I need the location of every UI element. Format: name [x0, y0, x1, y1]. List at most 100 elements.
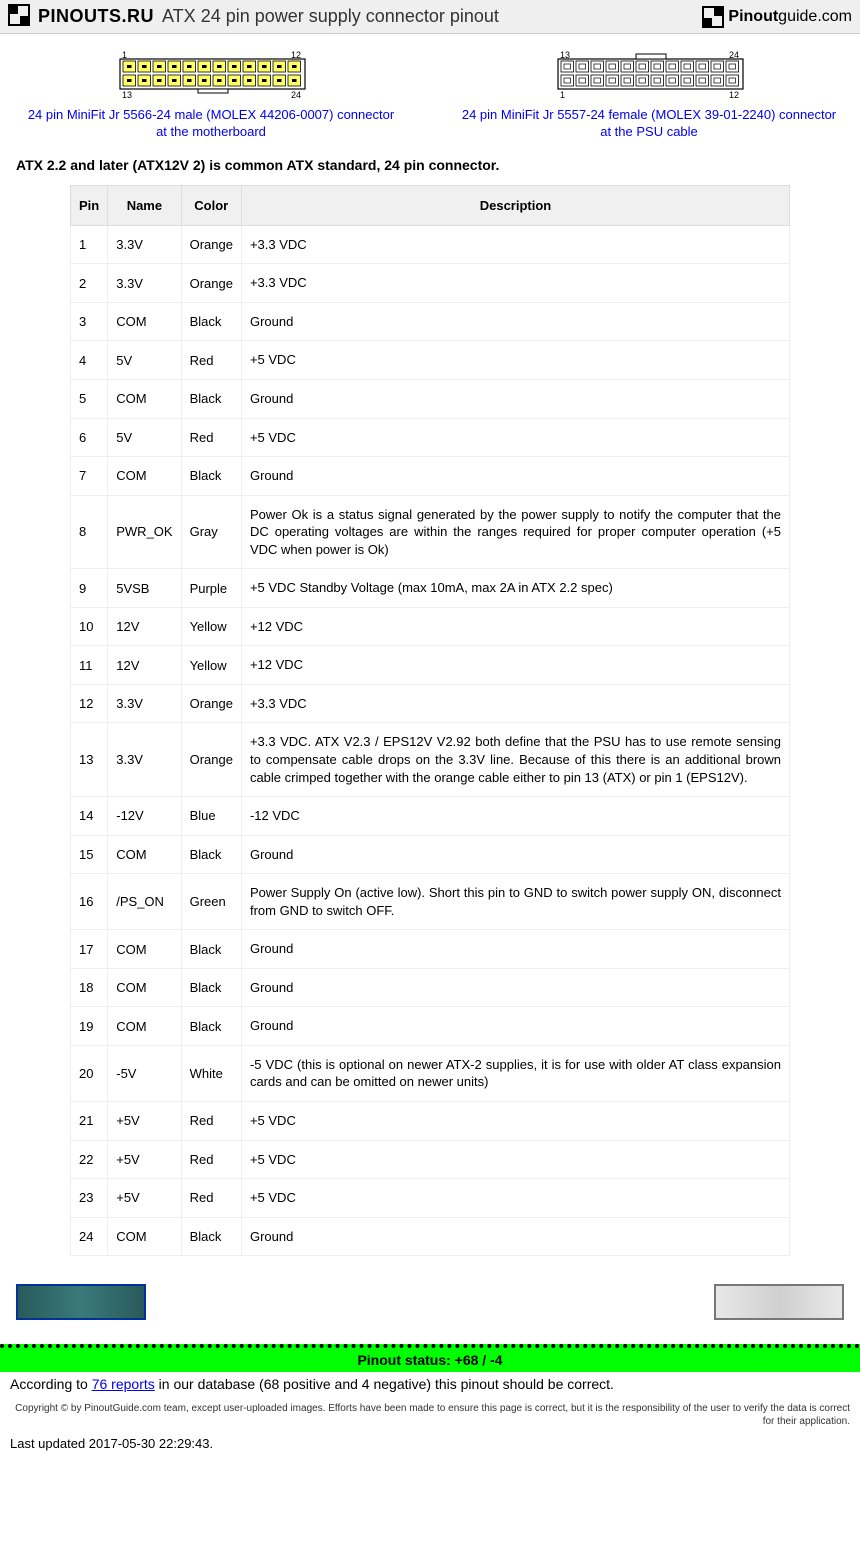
svg-text:1: 1 [560, 90, 565, 100]
cell-name: COM [108, 457, 181, 496]
svg-text:24: 24 [729, 50, 739, 60]
cell-name: 3.3V [108, 225, 181, 264]
table-row: 13.3VOrange+3.3 VDC [71, 225, 790, 264]
cell-name: COM [108, 302, 181, 341]
cell-pin: 17 [71, 930, 108, 969]
cell-pin: 21 [71, 1102, 108, 1141]
last-updated: Last updated 2017-05-30 22:29:43. [0, 1434, 860, 1457]
th-pin: Pin [71, 185, 108, 225]
cell-desc: Ground [241, 968, 789, 1007]
cell-name: COM [108, 968, 181, 1007]
cell-desc: Power Ok is a status signal generated by… [241, 495, 789, 569]
cell-name: 12V [108, 607, 181, 646]
cell-desc: +3.3 VDC [241, 684, 789, 723]
connector-male-link[interactable]: 24 pin MiniFit Jr 5566-24 male (MOLEX 44… [12, 107, 410, 141]
cell-desc: Ground [241, 379, 789, 418]
cell-name: COM [108, 930, 181, 969]
cell-pin: 9 [71, 569, 108, 608]
cell-pin: 6 [71, 418, 108, 457]
cell-color: Blue [181, 797, 241, 836]
cell-desc: +5 VDC [241, 1102, 789, 1141]
cell-name: 5VSB [108, 569, 181, 608]
cell-pin: 11 [71, 646, 108, 685]
copyright: Copyright © by PinoutGuide.com team, exc… [0, 1396, 860, 1434]
table-row: 16/PS_ONGreenPower Supply On (active low… [71, 874, 790, 930]
cell-name: COM [108, 835, 181, 874]
cell-pin: 4 [71, 341, 108, 380]
cell-color: Yellow [181, 646, 241, 685]
cell-desc: Ground [241, 835, 789, 874]
cell-pin: 10 [71, 607, 108, 646]
cell-name: /PS_ON [108, 874, 181, 930]
table-row: 21+5VRed+5 VDC [71, 1102, 790, 1141]
svg-text:12: 12 [729, 90, 739, 100]
cell-color: Gray [181, 495, 241, 569]
page-title: ATX 24 pin power supply connector pinout [162, 6, 499, 27]
connector-female: 1324112 24 pin MiniFit Jr 5557-24 female… [450, 50, 848, 141]
guide-brand: Pinoutguide.com [728, 8, 852, 26]
table-row: 20-5VWhite-5 VDC (this is optional on ne… [71, 1045, 790, 1101]
page-header: PINOUTS.RU ATX 24 pin power supply conne… [0, 0, 860, 34]
connector-male: 1121324 24 pin MiniFit Jr 5566-24 male (… [12, 50, 410, 141]
th-color: Color [181, 185, 241, 225]
photo-row [0, 1272, 860, 1344]
th-name: Name [108, 185, 181, 225]
table-row: 65VRed+5 VDC [71, 418, 790, 457]
connector-male-svg: 1121324 [12, 50, 410, 103]
reports-link[interactable]: 76 reports [92, 1376, 155, 1392]
cell-color: Yellow [181, 607, 241, 646]
cell-desc: Ground [241, 302, 789, 341]
cell-color: Black [181, 379, 241, 418]
cell-name: +5V [108, 1179, 181, 1218]
cell-color: Purple [181, 569, 241, 608]
pinout-table: Pin Name Color Description 13.3VOrange+3… [70, 185, 790, 1256]
cell-desc: +5 VDC [241, 418, 789, 457]
cell-name: 5V [108, 341, 181, 380]
cell-desc: Ground [241, 1007, 789, 1046]
site-logo-icon [8, 4, 30, 29]
table-row: 23.3VOrange+3.3 VDC [71, 264, 790, 303]
cell-color: Black [181, 930, 241, 969]
table-row: 14-12VBlue-12 VDC [71, 797, 790, 836]
cell-pin: 18 [71, 968, 108, 1007]
cell-pin: 19 [71, 1007, 108, 1046]
th-desc: Description [241, 185, 789, 225]
photo-left [16, 1284, 146, 1320]
cell-pin: 7 [71, 457, 108, 496]
table-row: 8PWR_OKGrayPower Ok is a status signal g… [71, 495, 790, 569]
cell-name: 3.3V [108, 684, 181, 723]
cell-pin: 1 [71, 225, 108, 264]
cell-pin: 16 [71, 874, 108, 930]
cell-pin: 20 [71, 1045, 108, 1101]
table-row: 7COMBlackGround [71, 457, 790, 496]
table-row: 1112VYellow+12 VDC [71, 646, 790, 685]
cell-color: Orange [181, 264, 241, 303]
cell-pin: 12 [71, 684, 108, 723]
cell-name: -12V [108, 797, 181, 836]
cell-color: Green [181, 874, 241, 930]
guide-logo[interactable]: Pinoutguide.com [702, 6, 852, 28]
table-row: 15COMBlackGround [71, 835, 790, 874]
cell-color: Red [181, 418, 241, 457]
table-row: 17COMBlackGround [71, 930, 790, 969]
cell-color: Orange [181, 684, 241, 723]
table-row: 24COMBlackGround [71, 1217, 790, 1256]
cell-name: -5V [108, 1045, 181, 1101]
cell-desc: +5 VDC Standby Voltage (max 10mA, max 2A… [241, 569, 789, 608]
status-text: According to 76 reports in our database … [0, 1372, 860, 1396]
connector-female-svg: 1324112 [450, 50, 848, 103]
site-logo-text[interactable]: PINOUTS.RU [38, 6, 154, 27]
cell-pin: 23 [71, 1179, 108, 1218]
header-left: PINOUTS.RU ATX 24 pin power supply conne… [8, 4, 499, 29]
cell-desc: +5 VDC [241, 341, 789, 380]
cell-pin: 8 [71, 495, 108, 569]
table-row: 95VSBPurple+5 VDC Standby Voltage (max 1… [71, 569, 790, 608]
connector-female-link[interactable]: 24 pin MiniFit Jr 5557-24 female (MOLEX … [450, 107, 848, 141]
cell-desc: Ground [241, 457, 789, 496]
cell-pin: 15 [71, 835, 108, 874]
cell-color: Red [181, 1179, 241, 1218]
cell-pin: 2 [71, 264, 108, 303]
cell-pin: 13 [71, 723, 108, 797]
cell-color: Black [181, 1217, 241, 1256]
cell-name: PWR_OK [108, 495, 181, 569]
